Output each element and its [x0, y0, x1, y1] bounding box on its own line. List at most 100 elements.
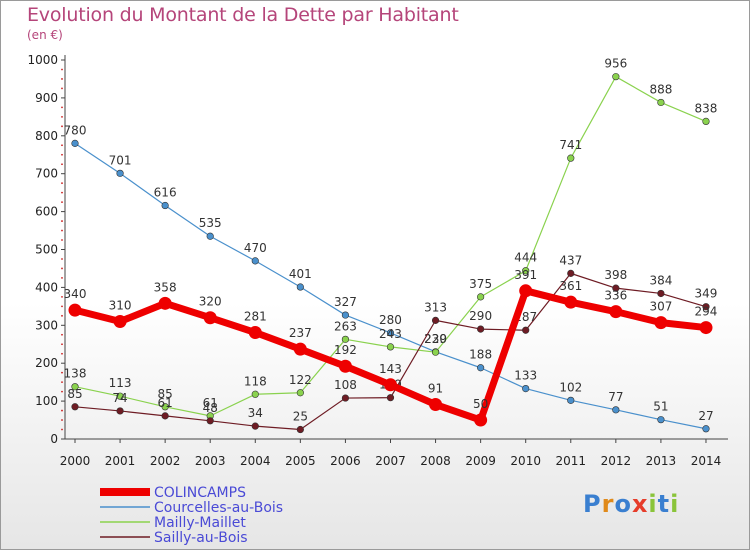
data-label-sailly-au-bois: 349 — [695, 287, 718, 301]
data-label-colincamps: 281 — [244, 310, 267, 324]
data-point-courcelles-au-bois — [477, 364, 485, 372]
data-label-courcelles-au-bois: 701 — [109, 153, 132, 167]
data-point-courcelles-au-bois — [296, 283, 304, 291]
data-point-colincamps — [609, 305, 623, 319]
y-minor-tick — [61, 314, 63, 317]
data-point-mailly-maillet — [567, 154, 575, 162]
data-point-mailly-maillet — [161, 403, 169, 411]
data-point-courcelles-au-bois — [702, 425, 710, 433]
y-minor-tick — [61, 87, 63, 90]
data-label-courcelles-au-bois: 102 — [559, 380, 582, 394]
data-label-mailly-maillet: 263 — [334, 319, 357, 333]
y-tick-label: 100 — [35, 394, 58, 408]
y-minor-tick — [61, 191, 63, 194]
x-tick-label: 2004 — [240, 454, 271, 468]
data-point-sailly-au-bois — [116, 407, 124, 415]
y-minor-tick — [61, 409, 63, 412]
data-point-mailly-maillet — [296, 389, 304, 397]
data-point-mailly-maillet — [657, 98, 665, 107]
data-label-courcelles-au-bois: 616 — [154, 186, 177, 200]
y-minor-tick — [61, 352, 63, 355]
data-point-sailly-au-bois — [477, 325, 485, 333]
y-minor-tick — [61, 305, 63, 308]
data-label-sailly-au-bois: 398 — [604, 268, 627, 282]
data-label-colincamps: 340 — [64, 287, 87, 301]
y-minor-tick — [61, 371, 63, 374]
y-tick-label: 900 — [35, 91, 58, 105]
data-label-mailly-maillet: 122 — [289, 373, 312, 387]
data-point-colincamps — [383, 378, 397, 392]
x-tick-label: 2003 — [195, 454, 226, 468]
data-point-sailly-au-bois — [612, 284, 620, 292]
chart-subtitle: (en €) — [27, 28, 63, 42]
data-label-colincamps: 358 — [154, 280, 177, 294]
y-minor-tick — [61, 390, 63, 393]
y-minor-tick — [61, 115, 63, 118]
y-minor-tick — [61, 201, 63, 204]
data-label-colincamps: 336 — [604, 289, 627, 303]
data-label-mailly-maillet: 956 — [604, 57, 627, 71]
x-tick-label: 2006 — [330, 454, 361, 468]
y-minor-tick — [61, 153, 63, 156]
y-tick-label: 600 — [35, 205, 58, 219]
y-minor-tick — [61, 239, 63, 241]
data-point-colincamps — [429, 398, 443, 412]
proxiti-logo: Proxiti — [583, 490, 679, 518]
logo-letter: t — [657, 490, 671, 518]
data-label-sailly-au-bois: 384 — [649, 273, 672, 287]
y-tick-label: 800 — [35, 129, 58, 143]
data-point-mailly-maillet — [522, 267, 530, 275]
data-label-mailly-maillet: 741 — [559, 138, 582, 152]
y-minor-tick — [61, 428, 63, 431]
data-point-courcelles-au-bois — [657, 416, 665, 424]
y-minor-tick — [61, 125, 63, 128]
data-point-sailly-au-bois — [657, 289, 665, 298]
data-label-sailly-au-bois: 108 — [334, 378, 357, 392]
x-tick-label: 2007 — [375, 454, 406, 468]
y-minor-tick — [61, 343, 63, 346]
data-point-sailly-au-bois — [161, 412, 169, 420]
y-tick-label: 700 — [35, 167, 58, 181]
y-tick-label: 300 — [35, 318, 58, 332]
logo-letter: P — [583, 490, 602, 518]
data-label-courcelles-au-bois: 188 — [469, 348, 492, 362]
data-point-sailly-au-bois — [251, 422, 259, 430]
legend-label-courcelles-au-bois: Courcelles-au-Bois — [154, 500, 283, 516]
data-point-sailly-au-bois — [567, 269, 575, 277]
data-label-mailly-maillet: 229 — [424, 332, 447, 346]
data-label-mailly-maillet: 375 — [469, 277, 492, 291]
data-label-colincamps: 192 — [334, 343, 357, 357]
data-label-courcelles-au-bois: 535 — [199, 216, 222, 230]
y-minor-tick — [61, 144, 63, 147]
data-label-mailly-maillet: 444 — [514, 251, 537, 265]
data-point-colincamps — [519, 284, 533, 298]
data-point-sailly-au-bois — [702, 303, 710, 311]
data-label-sailly-au-bois: 290 — [469, 309, 492, 323]
legend-label-sailly-au-bois: Sailly-au-Bois — [154, 530, 248, 546]
y-minor-tick — [61, 182, 63, 185]
data-point-mailly-maillet — [702, 117, 710, 125]
data-point-colincamps — [474, 413, 488, 427]
data-point-mailly-maillet — [431, 348, 440, 356]
data-label-colincamps: 310 — [109, 299, 132, 313]
data-label-mailly-maillet: 838 — [695, 101, 718, 115]
data-label-sailly-au-bois: 313 — [424, 300, 447, 314]
data-point-colincamps — [564, 295, 578, 309]
data-point-colincamps — [68, 303, 82, 317]
data-point-sailly-au-bois — [206, 417, 214, 425]
x-tick-label: 2012 — [601, 454, 632, 468]
legend-label-mailly-maillet: Mailly-Maillet — [154, 515, 246, 531]
x-tick-label: 2001 — [105, 454, 136, 468]
y-minor-tick — [61, 106, 63, 109]
data-label-colincamps: 91 — [428, 382, 443, 396]
data-label-courcelles-au-bois: 780 — [64, 123, 87, 137]
data-label-sailly-au-bois: 437 — [559, 253, 582, 267]
data-label-courcelles-au-bois: 327 — [334, 295, 357, 309]
data-point-courcelles-au-bois — [612, 406, 620, 414]
data-point-courcelles-au-bois — [386, 329, 395, 337]
y-minor-tick — [61, 220, 63, 222]
y-minor-tick — [61, 258, 63, 260]
y-minor-tick — [61, 68, 63, 71]
data-label-colincamps: 50 — [473, 397, 488, 411]
